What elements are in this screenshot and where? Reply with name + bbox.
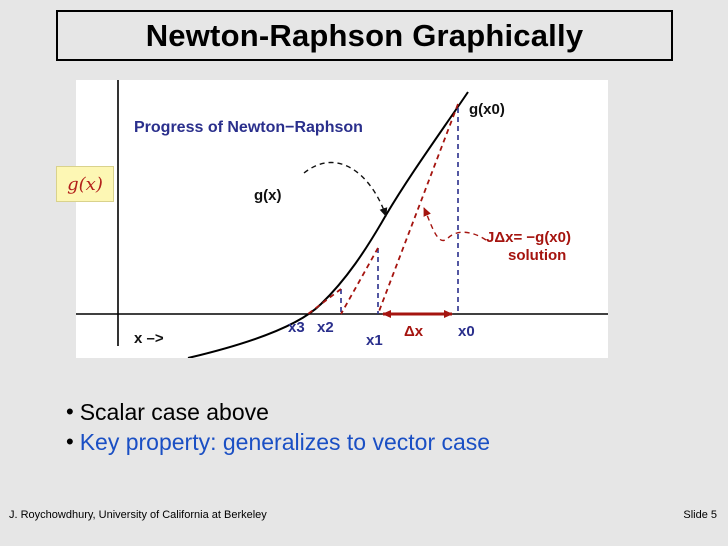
gx-curve [187, 91, 469, 358]
figure-svg: Progress of Newton−Raphson g(x) g(x0) JΔ… [76, 80, 608, 358]
solution-pointer-arrow [423, 207, 487, 242]
gx-callout-text: g(x) [67, 173, 103, 195]
bullet-item: • Scalar case above [66, 397, 490, 427]
newton-raphson-figure: Progress of Newton−Raphson g(x) g(x0) JΔ… [76, 80, 608, 358]
x3-label: x3 [288, 319, 305, 336]
delta-x-label: Δx [404, 323, 424, 340]
equation-line2: solution [508, 247, 566, 264]
equation-line1: JΔx= −g(x0) [486, 229, 571, 246]
tangent-x2 [307, 288, 342, 315]
bullet-text: Key property: generalizes to vector case [79, 429, 491, 455]
title-box: Newton-Raphson Graphically [56, 10, 673, 61]
bullet-dot-icon: • [66, 429, 74, 454]
x0-label: x0 [458, 323, 475, 340]
slide-title: Newton-Raphson Graphically [145, 17, 584, 53]
figure-heading: Progress of Newton−Raphson [134, 119, 363, 136]
curve-label: g(x) [254, 187, 282, 204]
bullet-dot-icon: • [66, 399, 74, 424]
x-axis-label: x –> [134, 330, 164, 347]
gx-pointer-arrow [303, 161, 388, 217]
bullet-list: • Scalar case above • Key property: gene… [66, 397, 490, 457]
bullet-text: Scalar case above [79, 399, 269, 425]
slide-number: Slide 5 [683, 509, 717, 521]
tangent-x0 [377, 103, 459, 315]
x1-label: x1 [366, 332, 383, 349]
bullet-item: • Key property: generalizes to vector ca… [66, 427, 490, 457]
g-x0-label: g(x0) [469, 101, 505, 118]
x2-label: x2 [317, 319, 334, 336]
tangent-x1 [340, 247, 379, 315]
footer-author: J. Roychowdhury, University of Californi… [9, 509, 267, 521]
gx-callout-label: g(x) [56, 166, 114, 202]
